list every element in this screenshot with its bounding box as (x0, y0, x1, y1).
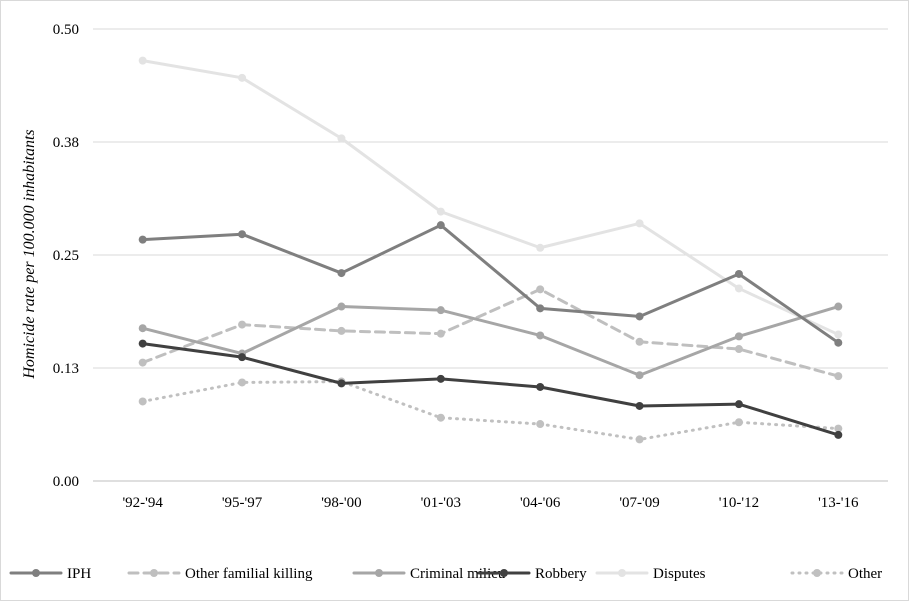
series-disputes (138, 56, 843, 339)
y-axis-ticks: 0.00 0.13 0.25 0.38 0.50 (53, 22, 79, 490)
data-point (238, 378, 247, 387)
y-tick-label: 0.25 (53, 248, 79, 264)
y-axis-label: Homicide rate per 100.000 inhabitants (21, 129, 38, 379)
y-tick-label: 0.38 (53, 135, 79, 151)
legend-item: IPH (9, 566, 91, 582)
legend-item: Other familial killing (127, 566, 313, 582)
x-tick-label: '13-'16 (818, 495, 859, 511)
data-point (834, 330, 843, 339)
y-tick-label: 0.50 (53, 22, 79, 38)
data-point (238, 73, 247, 82)
data-point (138, 324, 147, 333)
data-point (536, 420, 545, 429)
data-point (834, 430, 843, 439)
data-point (536, 285, 545, 294)
data-point (834, 424, 843, 433)
data-point (337, 134, 346, 143)
data-point (536, 243, 545, 252)
x-axis-ticks: '92-'94 '95-'97 '98-'00 '01-'03 '04-'06 '07-'… (122, 495, 859, 511)
data-point (138, 397, 147, 406)
data-point (536, 382, 545, 391)
data-point (436, 374, 445, 383)
series-line (141, 287, 840, 378)
series-line (141, 59, 840, 337)
x-tick-label: '92-'94 (122, 495, 163, 511)
series-line (141, 223, 840, 345)
data-point (734, 284, 743, 293)
legend-label: Other (848, 566, 882, 582)
legend-item: Other (790, 566, 882, 582)
y-tick-label: 0.00 (53, 474, 79, 490)
legend-item: Robbery (477, 566, 587, 582)
data-point (337, 269, 346, 278)
legend-marker (32, 569, 40, 577)
data-point (536, 304, 545, 313)
series-line (141, 380, 840, 441)
legend-item: Disputes (595, 566, 706, 582)
legend-marker (150, 569, 158, 577)
legend-item: Criminal milieu (352, 566, 506, 582)
legend-label: IPH (67, 566, 91, 582)
legend-label: Disputes (653, 566, 706, 582)
x-tick-label: '01-'03 (421, 495, 461, 511)
data-point (337, 302, 346, 311)
data-point (536, 331, 545, 340)
data-point (436, 413, 445, 422)
data-point (635, 219, 644, 228)
data-point (436, 329, 445, 338)
series-robbery (138, 339, 843, 439)
legend-marker (500, 569, 508, 577)
x-tick-label: '98-'00 (321, 495, 361, 511)
data-point (138, 235, 147, 244)
x-tick-label: '04-'06 (520, 495, 561, 511)
legend: IPH Other familial killing Criminal milieu… (9, 566, 882, 582)
series-iph (138, 221, 843, 347)
gridlines (93, 28, 888, 482)
data-point (238, 320, 247, 329)
series-lines (138, 56, 843, 444)
series-line (141, 305, 840, 377)
data-point (834, 338, 843, 347)
series-criminal-milieu (138, 302, 843, 380)
data-point (337, 379, 346, 388)
legend-marker (375, 569, 383, 577)
x-tick-label: '07-'09 (619, 495, 659, 511)
legend-label: Other familial killing (185, 566, 313, 582)
data-point (635, 312, 644, 321)
data-point (834, 372, 843, 381)
data-point (635, 337, 644, 346)
legend-marker (618, 569, 626, 577)
legend-marker (813, 569, 821, 577)
data-point (436, 306, 445, 315)
data-point (436, 207, 445, 216)
data-point (238, 230, 247, 239)
data-point (635, 371, 644, 380)
data-point (238, 353, 247, 362)
legend-label: Criminal milieu (410, 566, 506, 582)
data-point (635, 401, 644, 410)
data-point (734, 418, 743, 427)
data-point (337, 326, 346, 335)
data-point (635, 435, 644, 444)
series-other (138, 377, 843, 444)
data-point (734, 332, 743, 341)
series-line (141, 342, 840, 437)
data-point (834, 302, 843, 311)
data-point (734, 345, 743, 354)
series-other-familial-killing (138, 285, 843, 381)
data-point (436, 221, 445, 230)
data-point (734, 269, 743, 278)
x-tick-label: '95-'97 (222, 495, 263, 511)
x-tick-label: '10-'12 (719, 495, 759, 511)
y-tick-label: 0.13 (53, 361, 79, 377)
data-point (138, 56, 147, 65)
data-point (138, 339, 147, 348)
legend-label: Robbery (535, 566, 587, 582)
data-point (734, 400, 743, 409)
data-point (138, 358, 147, 367)
